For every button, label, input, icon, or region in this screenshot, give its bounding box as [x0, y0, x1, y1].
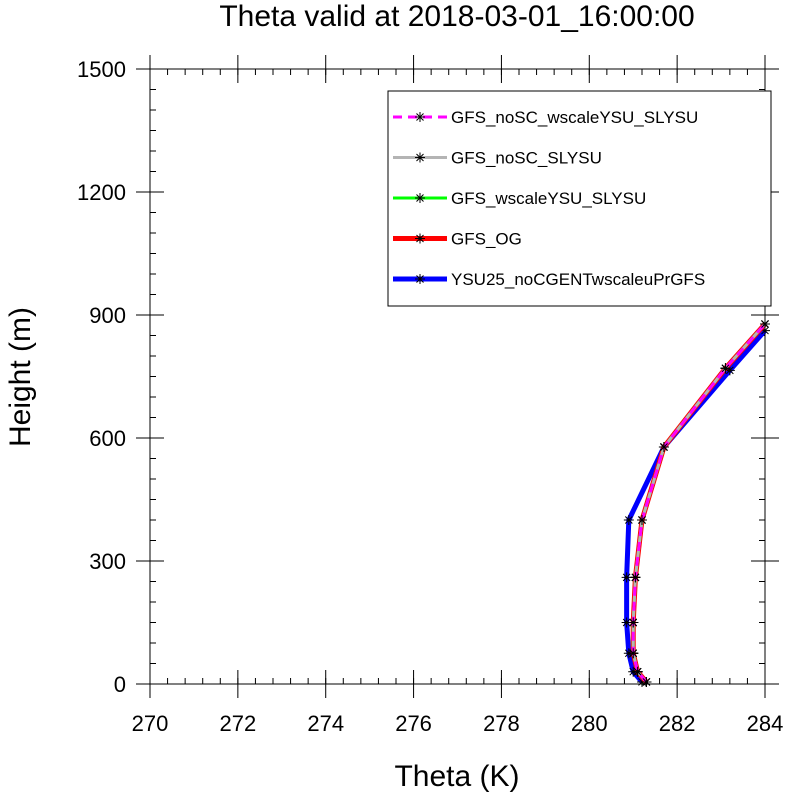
- series-marker: [637, 515, 647, 525]
- series-marker: [641, 676, 652, 687]
- legend-label: GFS_OG: [451, 230, 522, 249]
- series-marker: [628, 648, 639, 659]
- series-marker: [415, 112, 425, 122]
- series-marker: [720, 363, 731, 374]
- legend-label: GFS_noSC_wscaleYSU_SLYSU: [451, 108, 698, 127]
- series-marker: [415, 193, 425, 203]
- series-group: [621, 319, 770, 687]
- y-axis: 0 300 600 900 1200 1500: [77, 57, 779, 697]
- x-tick-label: 282: [659, 711, 696, 736]
- legend-label: GFS_noSC_SLYSU: [451, 149, 602, 168]
- y-axis-label: Height (m): [4, 307, 37, 447]
- series-marker: [621, 617, 632, 628]
- series-line: [630, 322, 767, 684]
- series-marker: [630, 572, 641, 583]
- series-marker: [658, 442, 669, 453]
- series-marker: [621, 572, 632, 583]
- y-tick-label: 900: [89, 303, 126, 328]
- series-GFS_noSC_wscaleYSU_SLYSU: [628, 319, 770, 687]
- series-marker: [415, 233, 425, 244]
- series-marker: [760, 325, 770, 336]
- x-tick-label: 280: [571, 711, 608, 736]
- y-tick-label: 300: [89, 549, 126, 574]
- series-line: [631, 323, 767, 683]
- x-tick-label: 272: [219, 711, 256, 736]
- series-marker: [760, 319, 770, 330]
- series-marker: [632, 666, 643, 677]
- legend-box: [387, 90, 772, 307]
- series-marker: [628, 617, 639, 628]
- series-GFS_OG: [628, 319, 770, 687]
- x-axis-label: Theta (K): [394, 760, 519, 793]
- legend-label: GFS_wscaleYSU_SLYSU: [451, 189, 646, 208]
- series-marker: [415, 152, 425, 163]
- x-tick-label: 274: [307, 711, 344, 736]
- x-tick-label: 278: [483, 711, 520, 736]
- series-marker: [415, 274, 425, 284]
- series-line: [631, 323, 767, 683]
- chart-title: Theta valid at 2018-03-01_16:00:00: [219, 0, 694, 33]
- x-tick-label: 284: [747, 711, 784, 736]
- y-tick-label: 0: [114, 672, 126, 697]
- series-marker: [724, 365, 735, 376]
- y-tick-label: 1500: [77, 57, 126, 82]
- y-tick-label: 600: [89, 426, 126, 451]
- series-line: [631, 323, 767, 683]
- y-tick-label: 1200: [77, 180, 126, 205]
- x-tick-label: 276: [395, 711, 432, 736]
- series-marker: [623, 515, 634, 525]
- legend: GFS_noSC_wscaleYSU_SLYSU GFS_noSC_SLYSU GF…: [387, 90, 772, 307]
- x-axis: 270 272 274 276 278 280 282 284: [132, 55, 784, 736]
- legend-label: YSU25_noCGENTwscaleuPrGFS: [451, 270, 705, 289]
- x-tick-label: 270: [132, 711, 169, 736]
